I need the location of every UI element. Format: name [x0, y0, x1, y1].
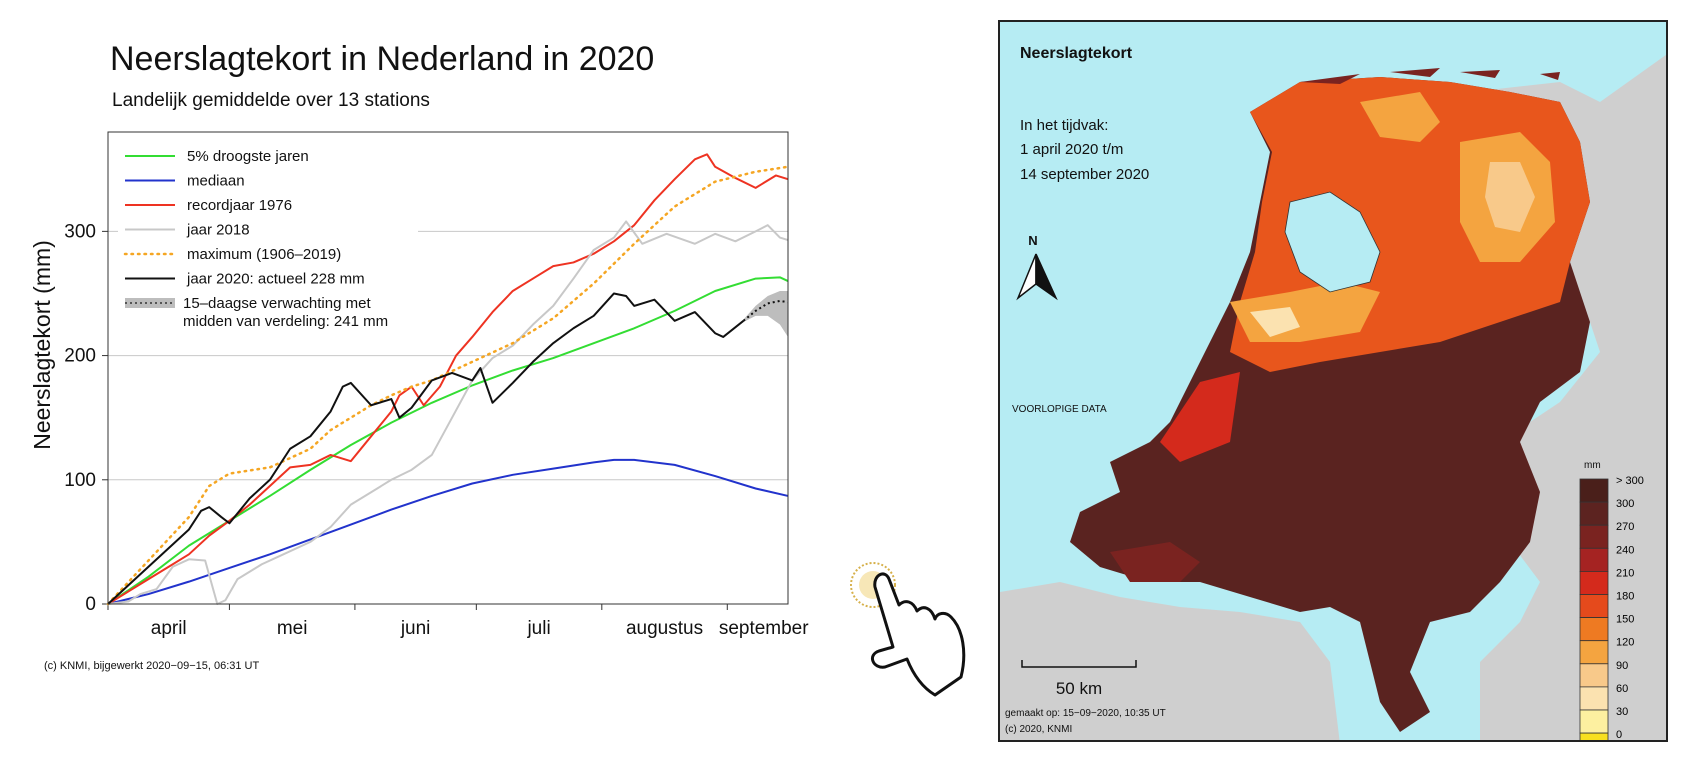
- legend-color-bin: [1579, 478, 1609, 503]
- legend-label: maximum (1906–2019): [187, 246, 341, 263]
- map-made-on: gemaakt op: 15−09−2020, 10:35 UT: [1005, 708, 1166, 719]
- legend-value-label: 180: [1616, 591, 1634, 603]
- legend-value-label: 270: [1616, 521, 1634, 533]
- map-title: Neerslagtekort: [1020, 45, 1133, 62]
- legend-color-bin: [1579, 617, 1609, 642]
- legend-label: 5% droogste jaren: [187, 148, 309, 165]
- legend-color-bin: [1579, 663, 1609, 688]
- legend-color-bin: [1579, 501, 1609, 526]
- legend-color-bin: [1579, 709, 1609, 734]
- legend-value-label: 210: [1616, 567, 1634, 579]
- scale-bar-label: 50 km: [1056, 679, 1102, 698]
- legend-background: [118, 140, 418, 345]
- legend-label-forecast: 15–daagse verwachting met: [183, 295, 371, 312]
- forecast-median-line: [742, 299, 789, 322]
- chart-title: Neerslagtekort in Nederland in 2020: [110, 40, 654, 78]
- x-month-label: september: [719, 618, 809, 639]
- map-period-line1: In het tijdvak:: [1020, 117, 1108, 134]
- legend-unit: mm: [1584, 460, 1601, 471]
- chart-credit: (c) KNMI, bijgewerkt 2020−09−15, 06:31 U…: [44, 660, 260, 672]
- legend-value-label: 240: [1616, 544, 1634, 556]
- series-line-3: [107, 220, 789, 605]
- legend-label: recordjaar 1976: [187, 197, 292, 214]
- legend-value-label: 30: [1616, 706, 1628, 718]
- scale-bar: 50 km: [1021, 660, 1137, 698]
- legend-value-label: > 300: [1616, 475, 1644, 487]
- legend-color-bin: [1579, 594, 1609, 619]
- y-tick-labels: 0 100 200 300: [64, 221, 108, 615]
- series-line-5: [107, 292, 745, 605]
- tap-cursor-icon: [850, 562, 966, 697]
- legend-value-label: 0: [1616, 729, 1622, 741]
- legend-value-label: 150: [1616, 614, 1634, 626]
- x-month-label: juni: [400, 618, 431, 639]
- north-arrow-icon: N: [1016, 233, 1058, 301]
- legend-label: jaar 2020: actueel 228 mm: [186, 271, 365, 288]
- y-tick-label: 0: [85, 594, 96, 615]
- series-lines: [106, 153, 790, 606]
- drought-map-panel: Neerslagtekort In het tijdvak: 1 april 2…: [998, 20, 1668, 742]
- legend-color-bin: [1579, 524, 1609, 549]
- belgium-land: [1000, 582, 1340, 740]
- forecast-band-layer: [743, 290, 788, 337]
- germany-land: [1470, 54, 1666, 740]
- legend-color-bin: [1579, 571, 1609, 595]
- legend-color-bin: [1579, 732, 1609, 740]
- ijsselmeer-water: [1284, 191, 1381, 293]
- chart-subtitle: Landelijk gemiddelde over 13 stations: [112, 90, 430, 111]
- drought-region-west: [1160, 372, 1240, 462]
- legend-color-bin: [1579, 640, 1609, 665]
- forecast-band: [743, 290, 788, 337]
- legend-color-bin: [1579, 547, 1609, 572]
- north-label: N: [1028, 233, 1037, 248]
- x-month-label: juli: [526, 618, 550, 639]
- y-tick-label: 300: [64, 221, 96, 242]
- y-tick-label: 200: [64, 346, 96, 367]
- legend-label-forecast-line2: midden van verdeling: 241 mm: [183, 313, 388, 330]
- map-data-note: VOORLOPIGE DATA: [1012, 404, 1107, 415]
- legend-value-label: 90: [1616, 660, 1628, 672]
- legend-value-label: 120: [1616, 637, 1634, 649]
- drought-line-chart: Neerslagtekort in Nederland in 2020 Land…: [29, 40, 809, 672]
- map-copyright: (c) 2020, KNMI: [1005, 724, 1072, 735]
- x-month-label: mei: [277, 618, 308, 639]
- wadden-islands: [1300, 68, 1560, 84]
- x-month-label: augustus: [626, 618, 703, 639]
- legend-color-bin: [1579, 686, 1609, 711]
- plot-frame: [107, 131, 789, 605]
- map-period-line3: 14 september 2020: [1020, 166, 1149, 183]
- legend-label: jaar 2018: [186, 222, 250, 239]
- x-month-label: april: [151, 618, 187, 639]
- chart-legend: 5% droogste jaren mediaan recordjaar 1976 j…: [118, 140, 418, 345]
- netherlands-map: Neerslagtekort In het tijdvak: 1 april 2…: [1000, 22, 1666, 741]
- series-line-1: [107, 458, 789, 605]
- legend-label: mediaan: [187, 173, 245, 190]
- x-month-labels: april mei juni juli augustus september: [107, 604, 809, 639]
- zeeland-islands: [1110, 542, 1200, 582]
- y-tick-label: 100: [64, 470, 96, 491]
- drought-region-haarlem: [1250, 307, 1300, 337]
- map-period-line2: 1 april 2020 t/m: [1020, 141, 1123, 158]
- legend-value-label: 60: [1616, 683, 1628, 695]
- drought-region-drenthe-core: [1485, 162, 1535, 232]
- drought-region-friesland: [1360, 92, 1440, 142]
- y-axis-label: Neerslagtekort (mm): [29, 240, 55, 450]
- legend-value-label: 300: [1616, 498, 1634, 510]
